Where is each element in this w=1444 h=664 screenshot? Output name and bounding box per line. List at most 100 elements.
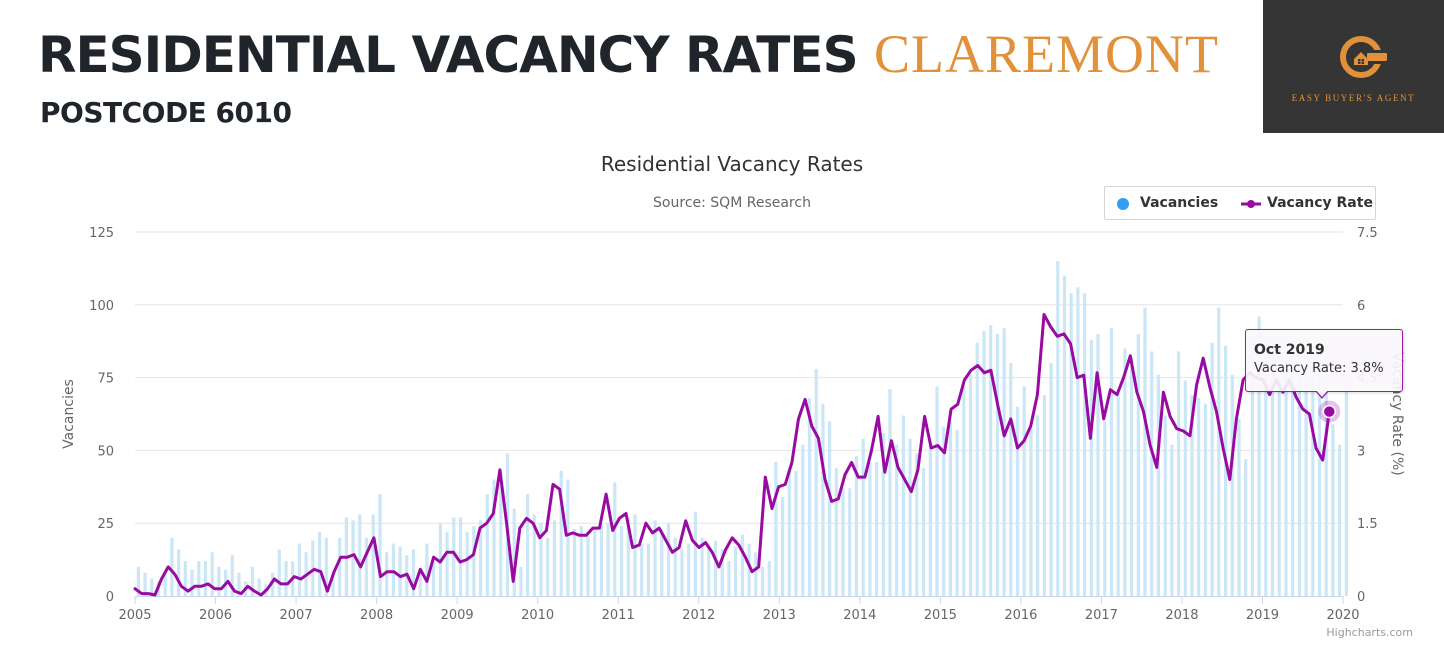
- vacancies-bar: [1123, 348, 1127, 596]
- vacancies-bar: [499, 470, 503, 596]
- vacancies-bar: [747, 543, 751, 596]
- vacancies-bar: [727, 561, 731, 596]
- vacancies-bar: [1170, 444, 1174, 596]
- vacancies-bar: [1230, 374, 1234, 596]
- vacancies-bar: [190, 569, 194, 596]
- highcharts-credit[interactable]: Highcharts.com: [1326, 626, 1413, 639]
- vacancies-bar: [646, 543, 650, 596]
- legend-item-vacancy-rate[interactable]: Vacancy Rate: [1241, 195, 1373, 211]
- vacancies-bar: [1150, 351, 1154, 596]
- vacancies-bar: [660, 529, 664, 596]
- vacancies-bar: [989, 325, 993, 596]
- vacancies-bar: [297, 543, 301, 596]
- vacancies-bar: [868, 462, 872, 596]
- vacancies-bar: [962, 386, 966, 596]
- vacancy-chart: Residential Vacancy Rates Source: SQM Re…: [61, 152, 1413, 639]
- vacancies-bar: [841, 488, 845, 596]
- y-right-tick-label: 6: [1357, 299, 1365, 314]
- vacancies-bar: [351, 520, 355, 596]
- legend-label-vacancies: Vacancies: [1140, 195, 1219, 211]
- vacancies-bar: [371, 514, 375, 596]
- vacancies-bar: [1076, 287, 1080, 596]
- vacancies-bar: [801, 444, 805, 596]
- vacancies-bar: [559, 470, 563, 596]
- vacancies-bar: [774, 462, 778, 596]
- vacancies-bar: [1291, 348, 1295, 596]
- vacancies-bar: [177, 549, 181, 596]
- vacancies-bar: [445, 531, 449, 596]
- vacancies-bar: [1183, 380, 1187, 596]
- vacancies-bar: [1002, 328, 1006, 596]
- vacancies-bar: [1190, 395, 1194, 596]
- vacancies-bar: [324, 537, 328, 596]
- vacancies-bar: [432, 561, 436, 596]
- vacancies-bar: [1250, 377, 1254, 596]
- vacancies-bar: [935, 386, 939, 596]
- vacancies-bar: [566, 479, 570, 596]
- legend-item-vacancies[interactable]: Vacancies: [1117, 195, 1218, 211]
- y-axis-left-label: Vacancies: [61, 379, 77, 449]
- vacancies-bar: [485, 494, 489, 596]
- vacancies-bar: [573, 529, 577, 596]
- x-tick-label: 2016: [1004, 608, 1037, 623]
- vacancies-bar: [787, 467, 791, 596]
- vacancies-bar: [693, 511, 697, 596]
- vacancies-bar: [398, 546, 402, 596]
- vacancies-bar: [425, 543, 429, 596]
- vacancies-bar: [586, 531, 590, 596]
- vacancies-bar: [1049, 363, 1053, 596]
- vacancies-bar: [458, 517, 463, 596]
- vacancies-bar: [136, 566, 140, 596]
- vacancies-bar: [230, 555, 234, 596]
- vacancies-bar: [955, 430, 959, 596]
- x-tick-label: 2005: [118, 608, 151, 623]
- vacancies-bar: [888, 389, 892, 596]
- vacancies-bar: [948, 421, 952, 596]
- vacancies-bar: [640, 543, 644, 596]
- vacancies-bar: [942, 427, 946, 596]
- vacancies-bar: [1022, 386, 1026, 596]
- vacancies-bar: [606, 523, 610, 596]
- vacancies-bar: [1344, 386, 1348, 596]
- vacancies-bar: [1143, 307, 1147, 596]
- y-left-tick-label: 100: [89, 299, 114, 314]
- x-tick-label: 2013: [763, 608, 796, 623]
- vacancies-bar: [1264, 339, 1268, 596]
- vacancies-bar: [1069, 293, 1073, 596]
- y-left-tick-label: 25: [97, 517, 114, 532]
- tooltip-value: 3.8%: [1350, 361, 1384, 376]
- vacancies-bar: [1029, 427, 1033, 596]
- vacancies-bar: [1284, 363, 1288, 596]
- x-tick-label: 2019: [1246, 608, 1279, 623]
- vacancies-bar: [277, 549, 281, 596]
- vacancies-bar: [734, 546, 738, 596]
- vacancies-bar: [150, 578, 154, 596]
- vacancies-bar: [385, 552, 389, 596]
- vacancies-bar: [1130, 357, 1134, 596]
- rate-line-icon: [1241, 200, 1261, 208]
- chart-tooltip: Oct 2019 Vacancy Rate: 3.8%: [1245, 329, 1403, 399]
- tooltip-caret: [1315, 390, 1329, 399]
- vacancies-bar: [539, 523, 543, 596]
- chart-title: Residential Vacancy Rates: [601, 152, 863, 176]
- vacancies-bar: [519, 566, 523, 596]
- x-tick-label: 2012: [682, 608, 715, 623]
- vacancies-bar: [915, 453, 919, 596]
- vacancies-bar: [203, 561, 208, 596]
- vacancies-bar: [526, 494, 530, 596]
- y-right-tick-label: 3: [1357, 444, 1365, 459]
- y-right-tick-label: 1.5: [1357, 517, 1378, 532]
- vacancies-bar: [666, 523, 671, 596]
- vacancies-bar: [908, 438, 912, 596]
- vacancies-bar: [1096, 333, 1100, 596]
- x-tick-label: 2017: [1085, 608, 1118, 623]
- vacancies-bar: [834, 467, 838, 596]
- vacancies-bar: [760, 566, 765, 596]
- vacancies-bar: [626, 517, 630, 596]
- headline-suburb: CLAREMONT: [874, 24, 1220, 84]
- vacancies-bar: [546, 537, 550, 596]
- vacancies-bar: [875, 462, 879, 596]
- tooltip-body: Vacancy Rate: 3.8%: [1254, 361, 1384, 376]
- y-left-tick-label: 75: [97, 372, 114, 387]
- vacancies-bar: [163, 572, 167, 596]
